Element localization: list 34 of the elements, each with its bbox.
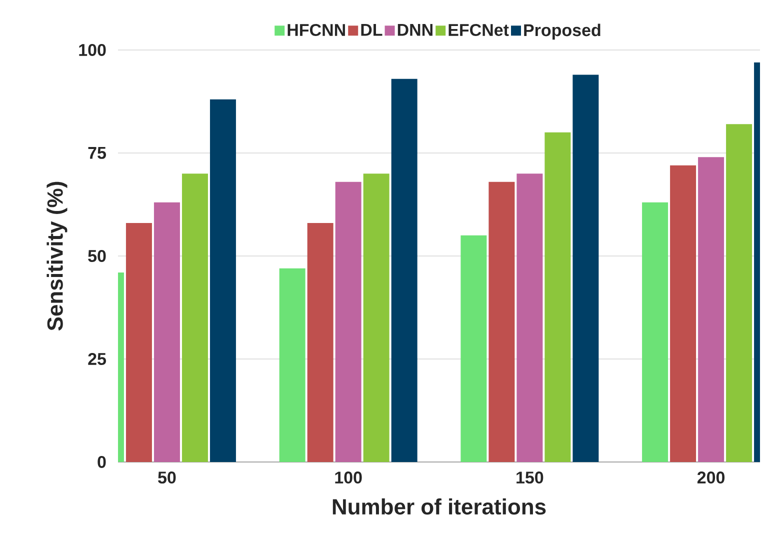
bar [488, 182, 515, 462]
bar [154, 202, 180, 462]
bar [391, 78, 418, 462]
y-axis-title: Sensitivity (%) [46, 182, 68, 331]
x-tick-label: 200 [697, 472, 725, 484]
y-tick-label: 50 [88, 250, 106, 262]
bar [698, 157, 724, 462]
bar [363, 174, 390, 462]
bar [126, 223, 152, 462]
legend-label: DL [361, 24, 382, 36]
legend-label: HFCNN [288, 24, 345, 36]
x-tick-label: 50 [158, 472, 176, 484]
bar [544, 132, 571, 462]
bar [210, 99, 236, 462]
y-tick-label: 75 [88, 147, 106, 159]
y-tick-label: 100 [79, 44, 106, 56]
bar [182, 174, 208, 462]
x-tick-label: 150 [516, 472, 544, 484]
bar [335, 182, 362, 462]
bar [460, 235, 487, 462]
bar [516, 174, 543, 462]
x-axis-title: Number of iterations [332, 498, 546, 515]
bar [642, 202, 668, 462]
y-tick-label: 25 [88, 352, 106, 366]
bar [307, 223, 334, 462]
y-tick-label: 0 [98, 456, 106, 468]
bar [279, 268, 306, 462]
legend-label: Proposed [524, 24, 600, 40]
bar [726, 124, 752, 462]
bar [670, 165, 696, 462]
legend-label: EFCNet [448, 24, 509, 36]
legend-label: DNN [398, 24, 432, 36]
bar [572, 74, 599, 462]
x-tick-label: 100 [335, 472, 362, 484]
